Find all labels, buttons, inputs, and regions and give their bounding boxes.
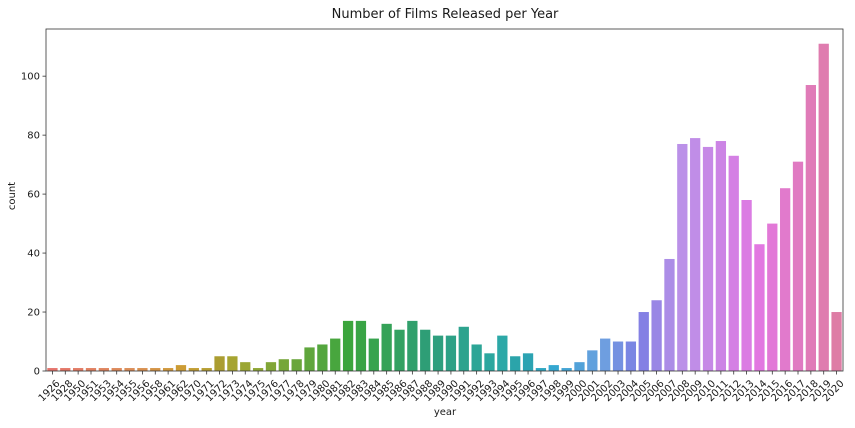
bar-2015 [767, 223, 778, 371]
bar-1962 [175, 365, 187, 371]
bar-2013 [741, 200, 752, 371]
bar-1961 [162, 368, 174, 371]
bar-1976 [265, 362, 277, 371]
bar-1950 [73, 368, 84, 371]
bar-1986 [394, 329, 405, 371]
bar-2017 [792, 161, 804, 371]
bar-2008 [677, 143, 688, 371]
bar-1971 [201, 368, 212, 371]
bar-1982 [342, 320, 354, 371]
bar-2010 [702, 146, 714, 371]
bar-1993 [484, 353, 495, 371]
bar-2001 [587, 350, 598, 371]
bar-1970 [188, 368, 199, 371]
bar-2012 [728, 155, 739, 371]
bar-1983 [355, 320, 367, 371]
bar-1990 [445, 335, 457, 371]
bar-1975 [252, 368, 264, 371]
bar-1981 [330, 338, 341, 371]
bar-1996 [522, 353, 534, 371]
chart-title: Number of Films Released per Year [332, 7, 559, 22]
bar-2019 [818, 43, 829, 372]
bar-1991 [458, 326, 469, 371]
bar-1992 [471, 344, 482, 371]
plot-frame [45, 28, 844, 372]
bar-1998 [548, 365, 559, 371]
bar-1973 [227, 356, 238, 371]
bar-2000 [574, 362, 585, 371]
bar-2018 [805, 85, 816, 372]
bar-1956 [137, 368, 148, 371]
bar-2002 [600, 338, 611, 371]
y-tick-label: 0 [34, 367, 40, 378]
bar-2004 [625, 341, 637, 371]
bar-2007 [664, 258, 675, 371]
bar-1987 [407, 320, 418, 371]
bar-1994 [497, 335, 508, 371]
y-tick-label: 60 [27, 190, 40, 201]
bar-1978 [291, 359, 302, 371]
bar-2003 [612, 341, 624, 371]
x-axis-label: year [434, 407, 457, 418]
bar-2011 [715, 141, 727, 371]
bar-1972 [214, 356, 225, 371]
bar-1928 [60, 368, 71, 371]
bar-1985 [381, 323, 392, 371]
bar-1995 [510, 356, 521, 371]
bar-1926 [47, 368, 58, 371]
y-tick-label: 40 [27, 249, 40, 260]
bar-1980 [317, 344, 328, 371]
y-tick-label: 20 [27, 308, 40, 319]
bar-2014 [754, 244, 765, 371]
bar-1989 [432, 335, 444, 371]
bar-1954 [111, 368, 122, 371]
bar-1974 [240, 362, 251, 371]
bar-2005 [638, 312, 649, 371]
bar-1984 [368, 338, 379, 371]
y-tick-label: 80 [27, 131, 40, 142]
bar-1979 [304, 347, 315, 371]
bar-1955 [124, 368, 135, 371]
bar-1997 [535, 368, 547, 371]
bar-2016 [780, 188, 791, 371]
y-ticks-group: 0 20 40 60 80 100 [21, 72, 46, 378]
bar-1988 [420, 329, 431, 371]
y-tick-label: 100 [21, 72, 40, 83]
bar-2020 [831, 312, 842, 371]
bar-1958 [150, 368, 161, 371]
x-ticks-group: 1926192819501951195319541955195619581961… [37, 371, 847, 404]
bar-1953 [98, 368, 109, 371]
bars-group [47, 43, 842, 372]
bar-2009 [690, 138, 701, 371]
bar-1951 [85, 368, 97, 371]
bar-1999 [561, 368, 572, 371]
bar-1977 [278, 359, 289, 371]
y-axis-label: count [7, 182, 18, 210]
bar-2006 [651, 300, 662, 371]
